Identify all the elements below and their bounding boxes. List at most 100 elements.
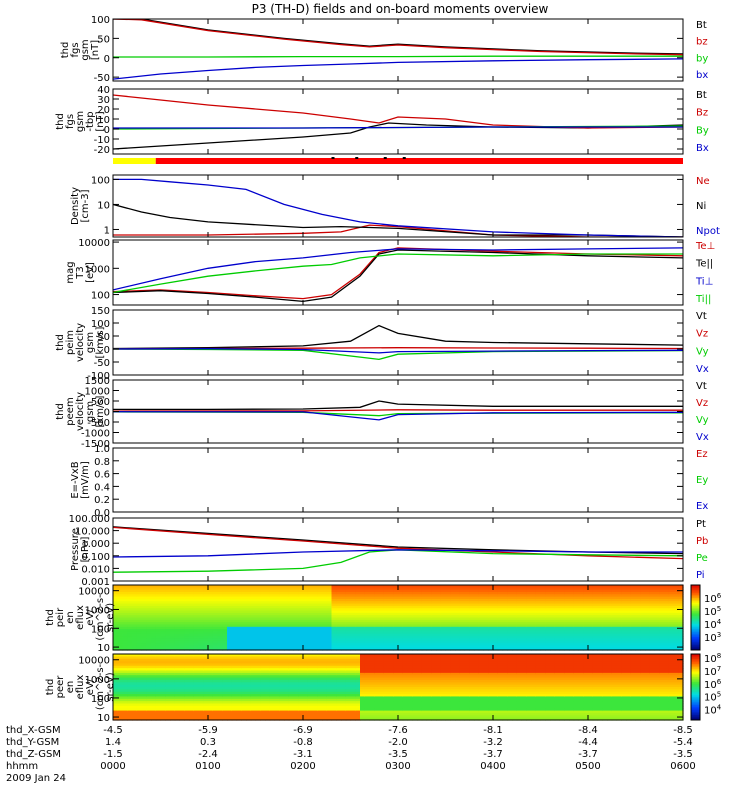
heatmap-cell [426, 598, 432, 602]
heatmap-cell [545, 598, 551, 602]
heatmap-cell [198, 694, 204, 698]
heatmap-cell [583, 615, 589, 619]
heatmap-cell [170, 638, 176, 642]
heatmap-cell [231, 615, 238, 619]
heatmap-cell [521, 585, 527, 588]
heatmap-cell [307, 589, 314, 593]
heatmap-cell [450, 624, 456, 628]
heatmap-cell [526, 645, 532, 649]
heatmap-cell [179, 594, 185, 598]
heatmap-cell [474, 619, 480, 623]
heatmap-cell [231, 703, 238, 707]
heatmap-cell [288, 661, 295, 665]
heatmap-cell [241, 638, 247, 642]
heatmap-cell [217, 670, 223, 674]
heatmap-cell [588, 645, 594, 649]
heatmap-cell [288, 615, 295, 619]
heatmap-cell [222, 605, 228, 609]
heatmap-cell [341, 636, 347, 639]
heatmap-cell [455, 619, 461, 623]
heatmap-cell [250, 715, 257, 719]
heatmap-cell [170, 668, 176, 672]
heatmap-cell [607, 622, 613, 626]
heatmap-cell [312, 603, 318, 607]
heatmap-cell [174, 670, 181, 674]
heatmap-cell [117, 717, 124, 721]
heatmap-cell [388, 610, 394, 614]
heatmap-cell [331, 589, 337, 593]
heatmap-cell [160, 596, 166, 600]
heatmap-cell [298, 694, 304, 698]
heatmap-cell [236, 640, 242, 644]
heatmap-cell [621, 615, 627, 619]
heatmap-cell [597, 643, 603, 646]
heatmap-cell [678, 596, 684, 600]
heatmap-cell [222, 687, 228, 690]
heatmap-cell [345, 587, 352, 591]
heatmap-cell [265, 594, 271, 598]
heatmap-cell [507, 640, 513, 644]
heatmap-cell [279, 668, 285, 672]
heatmap-cell [478, 619, 485, 623]
heatmap-cell [512, 601, 518, 605]
heatmap-cell [483, 594, 489, 598]
heatmap-cell [222, 643, 228, 646]
heatmap-cell [288, 675, 295, 679]
series-line-Te|| [113, 249, 683, 303]
heatmap-cell [540, 619, 546, 623]
heatmap-cell [303, 687, 309, 690]
y-axis-label-line: peim [65, 330, 76, 355]
heatmap-cell [193, 691, 200, 695]
heatmap-cell [616, 622, 622, 626]
heatmap-cell [474, 633, 480, 637]
heatmap-cell [645, 647, 651, 651]
heatmap-cell [326, 610, 333, 614]
heatmap-cell [203, 689, 209, 693]
heatmap-cell [193, 705, 200, 709]
heatmap-cell [260, 696, 266, 700]
heatmap-cell [250, 663, 257, 667]
heatmap-cell [436, 589, 442, 593]
heatmap-cell [521, 587, 527, 591]
heatmap-cell [597, 610, 603, 614]
heatmap-cell [246, 691, 252, 695]
heatmap-cell [217, 643, 223, 646]
heatmap-cell [635, 636, 641, 639]
heatmap-cell [645, 619, 651, 623]
heatmap-cell [573, 601, 580, 605]
heatmap-cell [421, 636, 428, 639]
heatmap-cell [217, 696, 223, 700]
heatmap-cell [431, 636, 437, 639]
heatmap-cell [179, 629, 185, 633]
heatmap-cell [626, 596, 632, 600]
heatmap-cell [398, 622, 404, 626]
heatmap-cell [255, 596, 261, 600]
heatmap-cell [155, 696, 162, 700]
heatmap-cell [170, 643, 176, 646]
heatmap-cell [303, 715, 309, 719]
heatmap-cell [203, 608, 209, 612]
heatmap-cell [474, 631, 480, 635]
heatmap-cell [203, 636, 209, 639]
heatmap-cell [212, 589, 219, 593]
heatmap-cell [559, 598, 565, 602]
heatmap-cell [141, 708, 147, 712]
heatmap-cell [398, 596, 404, 600]
y-tick-label: -50 [94, 73, 110, 84]
heatmap-cell [350, 615, 356, 619]
colorbar-cell [691, 615, 700, 618]
heatmap-cell [493, 626, 499, 630]
heatmap-cell [341, 585, 347, 588]
heatmap-cell [212, 598, 219, 602]
heatmap-cell [284, 626, 290, 630]
heatmap-cell [165, 682, 171, 686]
heatmap-cell [592, 601, 599, 605]
heatmap-cell [664, 605, 670, 609]
heatmap-cell [184, 698, 190, 702]
legend-entry: Pe [696, 553, 708, 564]
heatmap-cell [369, 638, 375, 642]
heatmap-cell [155, 629, 162, 633]
heatmap-cell [274, 633, 280, 637]
heatmap-cell [293, 603, 299, 607]
heatmap-cell [217, 589, 223, 593]
